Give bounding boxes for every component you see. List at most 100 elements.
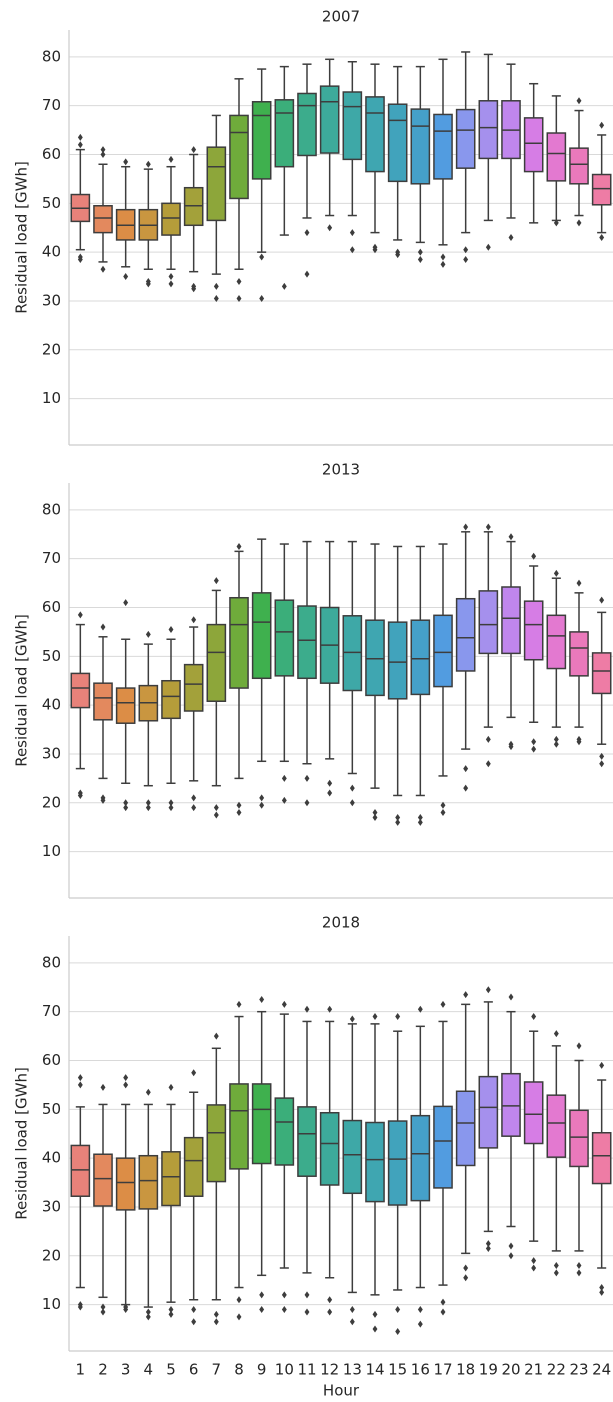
outlier — [417, 818, 423, 826]
outlier — [463, 765, 469, 773]
outlier — [440, 801, 446, 809]
x-tick-label: 1 — [76, 1361, 86, 1379]
outlier — [485, 1240, 491, 1248]
outlier — [145, 1088, 151, 1096]
outlier — [100, 623, 106, 631]
outlier — [599, 596, 605, 604]
x-tick-label: 17 — [433, 1361, 452, 1379]
outlier — [576, 1042, 582, 1050]
outlier — [168, 1310, 174, 1318]
box — [455, 597, 476, 672]
box — [274, 1097, 295, 1166]
outlier — [485, 735, 491, 743]
outlier — [191, 794, 197, 802]
outlier — [576, 97, 582, 105]
outlier — [236, 809, 242, 817]
box — [138, 1154, 159, 1210]
y-axis-label: Residual load [GWh] — [13, 161, 31, 314]
box — [523, 600, 544, 661]
box — [365, 619, 385, 697]
outlier — [349, 1015, 355, 1023]
x-tick-label: 16 — [411, 1361, 430, 1379]
outlier — [531, 1257, 537, 1265]
outlier — [304, 1291, 310, 1299]
box — [70, 1144, 91, 1197]
outlier — [213, 577, 219, 585]
x-tick-label: 24 — [592, 1361, 611, 1379]
outlier — [77, 1081, 83, 1089]
x-tick-label: 5 — [166, 1361, 176, 1379]
outlier — [304, 799, 310, 807]
outlier — [349, 246, 355, 254]
outlier — [440, 253, 446, 261]
outlier — [599, 1284, 605, 1292]
outlier — [191, 616, 197, 624]
box — [455, 108, 476, 169]
outlier — [191, 804, 197, 812]
outlier — [145, 1308, 151, 1316]
outlier — [191, 1306, 197, 1313]
outlier — [145, 799, 151, 807]
box — [569, 1109, 589, 1168]
outlier — [395, 818, 401, 826]
outlier — [440, 1000, 446, 1008]
y-tick-label: 50 — [42, 1100, 61, 1118]
box — [410, 619, 431, 696]
box — [206, 146, 227, 222]
outlier — [259, 1291, 265, 1299]
box — [319, 1111, 340, 1186]
outlier — [327, 789, 333, 797]
outlier — [395, 251, 401, 259]
x-axis-label: Hour — [323, 1382, 360, 1400]
box — [161, 202, 181, 236]
outlier — [508, 234, 514, 241]
y-tick-label: 20 — [42, 793, 61, 811]
outlier — [553, 1262, 559, 1270]
outlier — [145, 1313, 151, 1321]
box — [591, 652, 612, 695]
x-tick-label: 9 — [257, 1361, 267, 1379]
outlier — [463, 991, 469, 999]
box — [161, 1151, 181, 1207]
outlier — [145, 280, 151, 288]
outlier — [281, 1000, 287, 1008]
outlier — [281, 1291, 287, 1299]
box — [546, 1094, 567, 1158]
outlier — [440, 1308, 446, 1316]
outlier — [463, 246, 469, 254]
outlier — [191, 1318, 197, 1326]
box — [93, 205, 113, 234]
outlier — [77, 133, 83, 141]
outlier — [349, 229, 355, 237]
y-tick-label: 30 — [42, 291, 61, 309]
outlier — [485, 760, 491, 768]
outlier — [100, 796, 106, 804]
x-tick-label: 22 — [547, 1361, 566, 1379]
outlier — [327, 224, 333, 232]
outlier — [281, 796, 287, 804]
outlier — [236, 1000, 242, 1008]
outlier — [576, 219, 582, 227]
y-tick-label: 40 — [42, 1149, 61, 1167]
box — [410, 108, 431, 185]
box — [297, 92, 317, 157]
y-tick-label: 30 — [42, 744, 61, 762]
outlier — [145, 804, 151, 812]
outlier — [463, 1264, 469, 1272]
outlier — [576, 1262, 582, 1270]
box — [274, 99, 295, 168]
outlier — [553, 219, 559, 227]
box — [251, 592, 272, 680]
y-tick-label: 20 — [42, 1246, 61, 1264]
outlier — [259, 794, 265, 802]
y-tick-label: 10 — [42, 842, 61, 860]
outlier — [77, 1074, 83, 1082]
outlier — [531, 1264, 537, 1272]
panel-title: 2018 — [322, 914, 360, 932]
outlier — [100, 146, 106, 154]
box — [115, 1157, 136, 1211]
outlier — [395, 1327, 401, 1335]
y-tick-label: 60 — [42, 598, 61, 616]
outlier — [304, 1005, 310, 1013]
outlier — [485, 243, 491, 251]
